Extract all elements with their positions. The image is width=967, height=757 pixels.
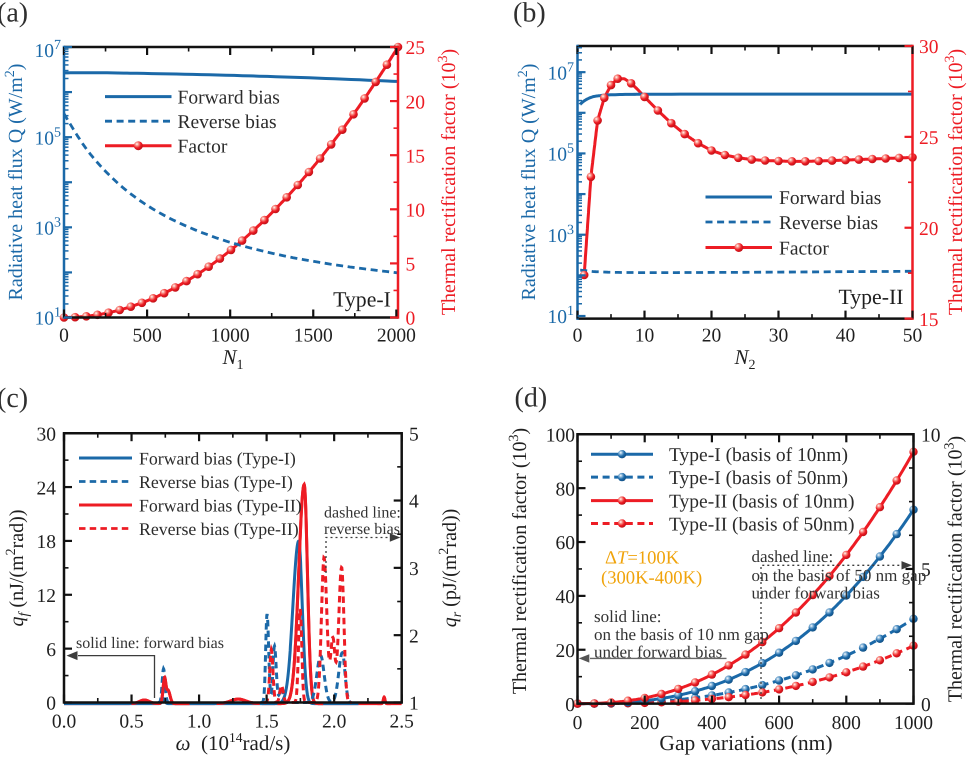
svg-text:N2: N2 [733, 345, 755, 373]
svg-text:Type-II (basis of 50nm): Type-II (basis of 50nm) [669, 514, 854, 535]
svg-text:0: 0 [921, 695, 931, 716]
svg-text:Thermal rectification factor (: Thermal rectification factor (103) [507, 428, 531, 694]
svg-text:40: 40 [836, 326, 856, 347]
svg-text:10: 10 [406, 201, 426, 222]
svg-text:Reverse bias (Type-I): Reverse bias (Type-I) [139, 472, 293, 492]
svg-text:N1: N1 [221, 345, 243, 373]
svg-text:100: 100 [546, 426, 575, 447]
svg-text:2: 2 [409, 626, 419, 647]
svg-text:0: 0 [573, 713, 583, 734]
svg-text:25: 25 [406, 38, 426, 59]
svg-text:800: 800 [832, 713, 861, 734]
svg-text:Thermal rectification factor (: Thermal rectification factor (103) [436, 49, 460, 315]
svg-text:solid line:: solid line: [594, 607, 662, 626]
svg-text:Type-II (basis of 10nm): Type-II (basis of 10nm) [669, 491, 854, 512]
svg-text:under forward bias: under forward bias [752, 584, 880, 603]
svg-text:2.0: 2.0 [322, 712, 346, 733]
svg-text:80: 80 [556, 479, 576, 500]
svg-text:(d): (d) [515, 383, 548, 414]
svg-text:2000: 2000 [377, 326, 416, 347]
svg-text:15: 15 [919, 310, 939, 331]
svg-text:solid line: forward bias: solid line: forward bias [76, 635, 224, 652]
svg-text:(300K-400K): (300K-400K) [601, 568, 702, 589]
svg-text:Radiative heat flux Q (W/m2): Radiative heat flux Q (W/m2) [3, 64, 27, 301]
svg-text:25: 25 [919, 128, 939, 149]
svg-text:(a): (a) [0, 0, 28, 29]
svg-text:Type-I (basis of 10nm): Type-I (basis of 10nm) [669, 445, 848, 466]
svg-text:20: 20 [556, 641, 576, 662]
svg-text:20: 20 [702, 326, 722, 347]
svg-text:500: 500 [132, 326, 161, 347]
svg-text:1000: 1000 [211, 326, 250, 347]
svg-text:15: 15 [406, 146, 426, 167]
svg-text:Reverse bias (Type-II): Reverse bias (Type-II) [139, 519, 299, 539]
svg-text:Gap variations (nm): Gap variations (nm) [659, 731, 832, 755]
svg-text:5: 5 [409, 424, 419, 445]
svg-text:600: 600 [764, 713, 793, 734]
svg-text:qf (nJ/(m2rad)): qf (nJ/(m2rad)) [4, 510, 32, 627]
svg-text:30: 30 [37, 424, 57, 445]
svg-text:1.5: 1.5 [254, 712, 278, 733]
svg-text:Factor: Factor [779, 238, 829, 259]
svg-text:20: 20 [406, 92, 426, 113]
svg-text:Reverse bias: Reverse bias [178, 112, 277, 133]
svg-text:1: 1 [409, 694, 419, 715]
svg-text:6: 6 [46, 640, 56, 661]
svg-text:Forward bias (Type-II): Forward bias (Type-II) [139, 495, 302, 515]
svg-text:4: 4 [409, 492, 419, 513]
svg-text:dashed line:: dashed line: [324, 505, 401, 522]
svg-text:0: 0 [46, 694, 56, 715]
svg-text:24: 24 [37, 478, 57, 499]
svg-text:0.5: 0.5 [119, 712, 143, 733]
svg-text:2.5: 2.5 [390, 712, 414, 733]
svg-text:60: 60 [556, 533, 576, 554]
svg-text:reverse bias: reverse bias [324, 521, 400, 538]
svg-text:Forward bias: Forward bias [178, 87, 280, 108]
svg-text:200: 200 [630, 713, 659, 734]
svg-text:12: 12 [37, 586, 57, 607]
svg-text:1500: 1500 [294, 326, 333, 347]
svg-text:5: 5 [921, 560, 931, 581]
svg-text:5: 5 [406, 255, 416, 276]
svg-text:Type-II: Type-II [838, 285, 903, 309]
svg-text:qr (pJ/(m2rad)): qr (pJ/(m2rad)) [437, 509, 465, 628]
svg-text:Forward bias: Forward bias [779, 188, 881, 209]
svg-text:dashed line:: dashed line: [752, 547, 834, 566]
svg-text:Radiative heat flux Q (W/m2): Radiative heat flux Q (W/m2) [516, 64, 540, 301]
svg-text:10: 10 [921, 426, 941, 447]
svg-text:1000: 1000 [894, 713, 933, 734]
svg-text:400: 400 [697, 713, 726, 734]
svg-text:(b): (b) [513, 0, 546, 29]
svg-text:Forward bias (Type-I): Forward bias (Type-I) [139, 448, 296, 468]
svg-text:1.0: 1.0 [187, 712, 211, 733]
svg-text:(c): (c) [0, 383, 28, 414]
svg-text:Thermal rectification factor (: Thermal rectification factor (103) [943, 49, 967, 315]
svg-text:101: 101 [35, 306, 62, 330]
svg-text:10: 10 [635, 326, 655, 347]
svg-text:0.0: 0.0 [52, 712, 76, 733]
svg-text:0: 0 [406, 309, 416, 330]
svg-text:Thermal rectification factor (: Thermal rectification factor (103) [943, 436, 967, 702]
svg-text:40: 40 [556, 587, 576, 608]
svg-text:on the basis of 10 nm gap: on the basis of 10 nm gap [594, 625, 769, 644]
svg-text:under forward bias: under forward bias [594, 643, 722, 662]
svg-text:30: 30 [919, 37, 939, 58]
svg-text:30: 30 [769, 326, 789, 347]
svg-text:18: 18 [37, 532, 57, 553]
svg-text:Type-I: Type-I [333, 288, 391, 312]
svg-text:Reverse bias: Reverse bias [779, 213, 878, 234]
svg-text:0: 0 [59, 326, 69, 347]
svg-text:107: 107 [35, 38, 62, 62]
svg-text:ΔT=100K: ΔT=100K [605, 548, 680, 569]
svg-text:50: 50 [903, 326, 923, 347]
svg-text:Factor: Factor [178, 137, 228, 158]
svg-text:20: 20 [919, 219, 939, 240]
svg-text:3: 3 [409, 559, 419, 580]
svg-text:0: 0 [565, 695, 575, 716]
svg-text:on the basis of 50 nm gap: on the basis of 50 nm gap [752, 566, 927, 585]
svg-text:0: 0 [573, 326, 583, 347]
svg-text:Type-I (basis of 50nm): Type-I (basis of 50nm) [669, 468, 848, 489]
